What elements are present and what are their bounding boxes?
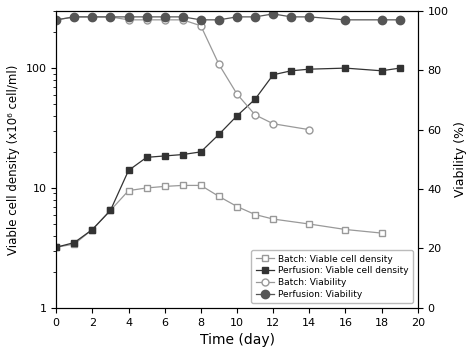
Batch: Viable cell density: (18, 4.2): Viable cell density: (18, 4.2): [379, 231, 384, 235]
Y-axis label: Viable cell density (x10⁶ cell/ml): Viable cell density (x10⁶ cell/ml): [7, 64, 20, 255]
Perfusion: Viability: (12, 99): Viability: (12, 99): [270, 12, 276, 16]
Batch: Viable cell density: (3, 6.5): Viable cell density: (3, 6.5): [108, 208, 113, 212]
Batch: Viable cell density: (7, 10.5): Viable cell density: (7, 10.5): [180, 183, 186, 188]
Batch: Viability: (4, 97): Viability: (4, 97): [126, 18, 131, 22]
Perfusion: Viable cell density: (9, 28): Viable cell density: (9, 28): [216, 132, 222, 137]
Batch: Viability: (10, 72): Viability: (10, 72): [234, 92, 240, 96]
Perfusion: Viable cell density: (19, 100): Viable cell density: (19, 100): [397, 66, 402, 70]
Line: Perfusion: Viable cell density: Perfusion: Viable cell density: [53, 65, 403, 250]
Perfusion: Viable cell density: (3, 6.5): Viable cell density: (3, 6.5): [108, 208, 113, 212]
Batch: Viability: (0, 97): Viability: (0, 97): [54, 18, 59, 22]
Line: Batch: Viability: Batch: Viability: [53, 13, 313, 133]
Perfusion: Viable cell density: (16, 100): Viable cell density: (16, 100): [343, 66, 348, 70]
X-axis label: Time (day): Time (day): [200, 333, 274, 347]
Line: Batch: Viable cell density: Batch: Viable cell density: [53, 182, 385, 250]
Legend: Batch: Viable cell density, Perfusion: Viable cell density, Batch: Viability, Pe: Batch: Viable cell density, Perfusion: V…: [251, 250, 413, 303]
Perfusion: Viability: (1, 98): Viability: (1, 98): [72, 15, 77, 19]
Batch: Viable cell density: (11, 6): Viable cell density: (11, 6): [252, 212, 258, 217]
Batch: Viable cell density: (9, 8.5): Viable cell density: (9, 8.5): [216, 194, 222, 199]
Batch: Viable cell density: (2, 4.5): Viable cell density: (2, 4.5): [90, 227, 95, 232]
Perfusion: Viable cell density: (12, 88): Viable cell density: (12, 88): [270, 73, 276, 77]
Perfusion: Viability: (3, 98): Viability: (3, 98): [108, 15, 113, 19]
Batch: Viability: (7, 97): Viability: (7, 97): [180, 18, 186, 22]
Perfusion: Viable cell density: (14, 98): Viable cell density: (14, 98): [307, 67, 312, 71]
Perfusion: Viable cell density: (1, 3.5): Viable cell density: (1, 3.5): [72, 240, 77, 245]
Perfusion: Viability: (4, 98): Viability: (4, 98): [126, 15, 131, 19]
Perfusion: Viability: (10, 98): Viability: (10, 98): [234, 15, 240, 19]
Batch: Viability: (11, 65): Viability: (11, 65): [252, 113, 258, 117]
Batch: Viable cell density: (10, 7): Viable cell density: (10, 7): [234, 204, 240, 209]
Perfusion: Viability: (9, 97): Viability: (9, 97): [216, 18, 222, 22]
Perfusion: Viable cell density: (13, 95): Viable cell density: (13, 95): [288, 69, 294, 73]
Perfusion: Viability: (7, 98): Viability: (7, 98): [180, 15, 186, 19]
Perfusion: Viability: (0, 97): Viability: (0, 97): [54, 18, 59, 22]
Perfusion: Viable cell density: (10, 40): Viable cell density: (10, 40): [234, 114, 240, 118]
Batch: Viability: (1, 98): Viability: (1, 98): [72, 15, 77, 19]
Perfusion: Viable cell density: (7, 19): Viable cell density: (7, 19): [180, 153, 186, 157]
Line: Perfusion: Viability: Perfusion: Viability: [52, 10, 404, 24]
Perfusion: Viability: (6, 98): Viability: (6, 98): [162, 15, 167, 19]
Batch: Viability: (5, 97): Viability: (5, 97): [144, 18, 149, 22]
Perfusion: Viable cell density: (0, 3.2): Viable cell density: (0, 3.2): [54, 245, 59, 249]
Batch: Viability: (12, 62): Viability: (12, 62): [270, 122, 276, 126]
Batch: Viable cell density: (14, 5): Viable cell density: (14, 5): [307, 222, 312, 226]
Batch: Viable cell density: (8, 10.5): Viable cell density: (8, 10.5): [198, 183, 204, 188]
Perfusion: Viable cell density: (8, 20): Viable cell density: (8, 20): [198, 150, 204, 154]
Batch: Viability: (8, 95): Viability: (8, 95): [198, 24, 204, 28]
Perfusion: Viability: (8, 97): Viability: (8, 97): [198, 18, 204, 22]
Perfusion: Viability: (13, 98): Viability: (13, 98): [288, 15, 294, 19]
Perfusion: Viable cell density: (5, 18): Viable cell density: (5, 18): [144, 155, 149, 160]
Perfusion: Viability: (18, 97): Viability: (18, 97): [379, 18, 384, 22]
Batch: Viability: (14, 60): Viability: (14, 60): [307, 127, 312, 132]
Batch: Viable cell density: (4, 9.5): Viable cell density: (4, 9.5): [126, 188, 131, 193]
Batch: Viable cell density: (6, 10.3): Viable cell density: (6, 10.3): [162, 184, 167, 189]
Perfusion: Viability: (16, 97): Viability: (16, 97): [343, 18, 348, 22]
Perfusion: Viability: (19, 97): Viability: (19, 97): [397, 18, 402, 22]
Batch: Viability: (3, 98): Viability: (3, 98): [108, 15, 113, 19]
Batch: Viable cell density: (5, 10): Viable cell density: (5, 10): [144, 186, 149, 190]
Batch: Viability: (9, 82): Viability: (9, 82): [216, 62, 222, 67]
Perfusion: Viable cell density: (4, 14): Viable cell density: (4, 14): [126, 168, 131, 172]
Perfusion: Viable cell density: (2, 4.5): Viable cell density: (2, 4.5): [90, 227, 95, 232]
Batch: Viability: (6, 97): Viability: (6, 97): [162, 18, 167, 22]
Perfusion: Viable cell density: (18, 95): Viable cell density: (18, 95): [379, 69, 384, 73]
Perfusion: Viability: (5, 98): Viability: (5, 98): [144, 15, 149, 19]
Perfusion: Viable cell density: (6, 18.5): Viable cell density: (6, 18.5): [162, 154, 167, 158]
Batch: Viability: (2, 98): Viability: (2, 98): [90, 15, 95, 19]
Perfusion: Viability: (2, 98): Viability: (2, 98): [90, 15, 95, 19]
Perfusion: Viable cell density: (11, 55): Viable cell density: (11, 55): [252, 97, 258, 101]
Batch: Viable cell density: (16, 4.5): Viable cell density: (16, 4.5): [343, 227, 348, 232]
Batch: Viable cell density: (0, 3.2): Viable cell density: (0, 3.2): [54, 245, 59, 249]
Batch: Viable cell density: (1, 3.4): Viable cell density: (1, 3.4): [72, 242, 77, 246]
Y-axis label: Viability (%): Viability (%): [454, 121, 467, 197]
Batch: Viable cell density: (12, 5.5): Viable cell density: (12, 5.5): [270, 217, 276, 221]
Perfusion: Viability: (14, 98): Viability: (14, 98): [307, 15, 312, 19]
Perfusion: Viability: (11, 98): Viability: (11, 98): [252, 15, 258, 19]
